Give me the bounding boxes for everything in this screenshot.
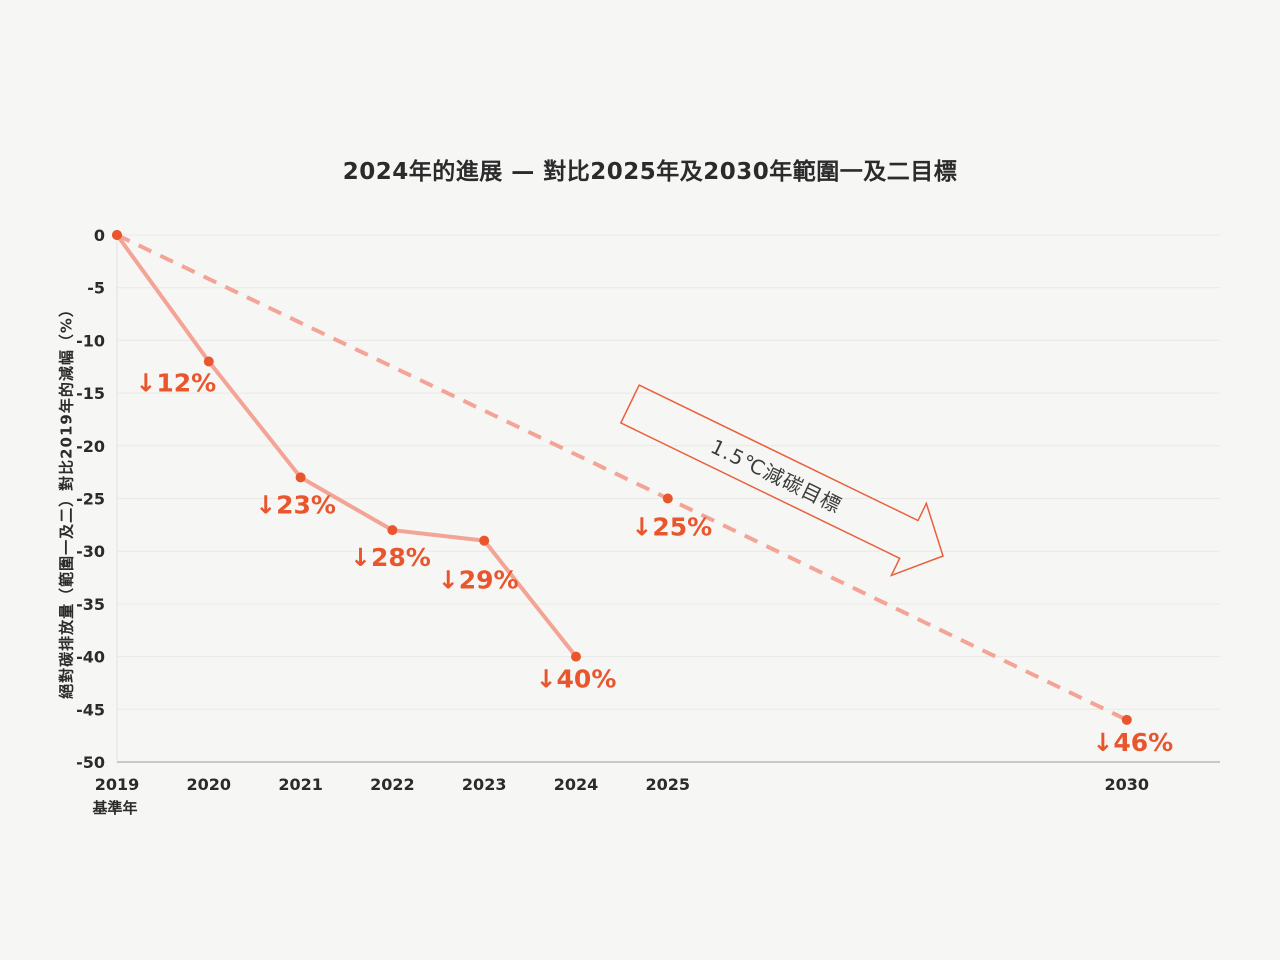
annotation-label: 1.5℃減碳目標 bbox=[707, 434, 845, 518]
data-point-dot bbox=[203, 356, 214, 367]
target-arrow-annotation: 1.5℃減碳目標 bbox=[619, 384, 944, 577]
x-tick-label: 2024 bbox=[554, 775, 599, 794]
y-tick-label: -45 bbox=[76, 700, 105, 719]
y-tick-label: 0 bbox=[94, 226, 105, 245]
target-path-line bbox=[116, 233, 1128, 722]
chart-title: 2024年的進展 — 對比2025年及2030年範圍一及二目標 bbox=[342, 159, 958, 185]
data-point-dot bbox=[112, 230, 122, 240]
y-tick-label: -35 bbox=[76, 595, 105, 614]
data-point-dot bbox=[387, 525, 398, 536]
x-tick-label: 2025 bbox=[646, 775, 691, 794]
data-point-label: ↓23% bbox=[255, 490, 336, 519]
data-point-label: ↓25% bbox=[631, 513, 712, 542]
data-point-dot bbox=[479, 535, 490, 546]
data-point-label: ↓40% bbox=[536, 665, 617, 694]
y-tick-label: -5 bbox=[87, 279, 105, 298]
x-tick-label: 2019 bbox=[95, 775, 140, 794]
y-tick-label: -50 bbox=[76, 753, 105, 772]
y-tick-label: -40 bbox=[76, 648, 105, 667]
data-point-label: ↓29% bbox=[438, 566, 519, 595]
data-point-dot bbox=[571, 651, 581, 662]
data-point-dot bbox=[1121, 714, 1132, 725]
y-tick-label: -25 bbox=[76, 490, 105, 509]
y-tick-label: -10 bbox=[76, 331, 105, 350]
y-tick-label: -30 bbox=[76, 542, 105, 561]
data-point-dot bbox=[662, 493, 673, 504]
data-point-label: ↓12% bbox=[135, 368, 216, 397]
x-tick-label: 2030 bbox=[1105, 775, 1150, 794]
y-tick-label: -15 bbox=[76, 384, 105, 403]
x-tick-label: 2020 bbox=[187, 775, 232, 794]
y-tick-label: -20 bbox=[76, 437, 105, 456]
x-tick-label: 2023 bbox=[462, 775, 507, 794]
data-point-dot bbox=[295, 472, 306, 483]
x-tick-label: 2021 bbox=[278, 775, 323, 794]
data-point-label: ↓46% bbox=[1092, 728, 1173, 757]
actual-progress-line bbox=[115, 233, 578, 658]
x-tick-label: 2022 bbox=[370, 775, 415, 794]
data-point-label: ↓28% bbox=[350, 543, 431, 572]
baseline-year-note: 基準年 bbox=[91, 799, 137, 817]
target-arrow-shape bbox=[619, 384, 944, 577]
